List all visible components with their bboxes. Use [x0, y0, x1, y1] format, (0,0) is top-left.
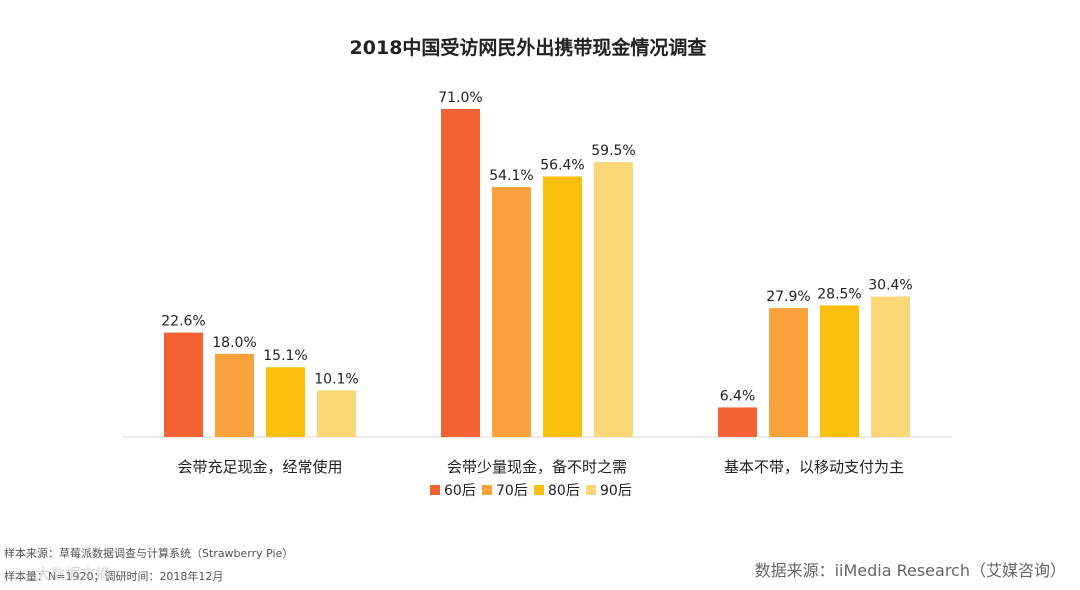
watermark: ◎◎ 大数据文摘 — [8, 563, 110, 584]
bar-90后-2 — [594, 162, 633, 437]
bar-60后-3 — [718, 407, 757, 437]
bar-70后-2 — [492, 187, 531, 437]
sample-info-note: 样本量：N=1920；调研时间：2018年12月 — [4, 570, 224, 583]
sample-source-note: 样本来源：草莓派数据调查与计算系统（Strawberry Pie） — [4, 547, 294, 560]
value-label-60后-2: 71.0% — [438, 90, 482, 106]
chart-title: 2018中国受访网民外出携带现金情况调查 — [350, 36, 708, 59]
value-label-70后-2: 54.1% — [489, 168, 533, 184]
watermark-text: 大数据文摘 — [35, 565, 111, 583]
value-label-80后-2: 56.4% — [540, 157, 584, 173]
legend-label-90后: 90后 — [600, 483, 632, 499]
bar-60后-2 — [441, 109, 480, 437]
legend-label-60后: 60后 — [444, 483, 476, 499]
category-label-2: 会带少量现金，备不时之需 — [447, 458, 627, 476]
category-labels-layer: 会带充足现金，经常使用 会带少量现金，备不时之需 基本不带，以移动支付为主 — [177, 458, 904, 476]
legend-swatch-60后 — [430, 485, 440, 495]
category-label-1: 会带充足现金，经常使用 — [177, 458, 342, 476]
legend-swatch-90后 — [586, 485, 596, 495]
bar-60后-1 — [164, 332, 203, 437]
bars-layer — [164, 109, 910, 438]
value-labels-layer: 22.6% 18.0% 15.1% 10.1% 71.0% 54.1% 56.4% 59.5%… — [161, 90, 912, 404]
value-label-70后-1: 18.0% — [212, 335, 256, 351]
value-label-90后-1: 10.1% — [314, 371, 358, 387]
value-label-60后-1: 22.6% — [161, 314, 205, 330]
bar-70后-1 — [215, 353, 254, 437]
legend-label-70后: 70后 — [496, 483, 528, 499]
watermark-logo-icon: ◎◎ — [8, 568, 31, 583]
value-label-70后-3: 27.9% — [766, 289, 810, 305]
value-label-80后-3: 28.5% — [817, 286, 861, 302]
data-source-note: 数据来源：iiMedia Research（艾媒咨询） — [754, 561, 1066, 580]
value-label-90后-3: 30.4% — [868, 278, 912, 294]
value-label-60后-3: 6.4% — [720, 388, 756, 404]
bar-90后-1 — [317, 390, 356, 437]
legend: 60后 70后 80后 90后 — [430, 483, 632, 499]
legend-swatch-80后 — [534, 485, 544, 495]
category-label-3: 基本不带，以移动支付为主 — [724, 458, 904, 476]
legend-swatch-70后 — [482, 485, 492, 495]
bar-70后-3 — [769, 308, 808, 437]
value-label-80后-1: 15.1% — [263, 348, 307, 364]
bar-80后-2 — [543, 176, 582, 438]
bar-80后-1 — [266, 367, 305, 437]
bar-90后-3 — [871, 296, 910, 437]
value-label-90后-2: 59.5% — [591, 143, 635, 159]
legend-label-80后: 80后 — [548, 483, 580, 499]
bar-80后-3 — [820, 305, 859, 437]
